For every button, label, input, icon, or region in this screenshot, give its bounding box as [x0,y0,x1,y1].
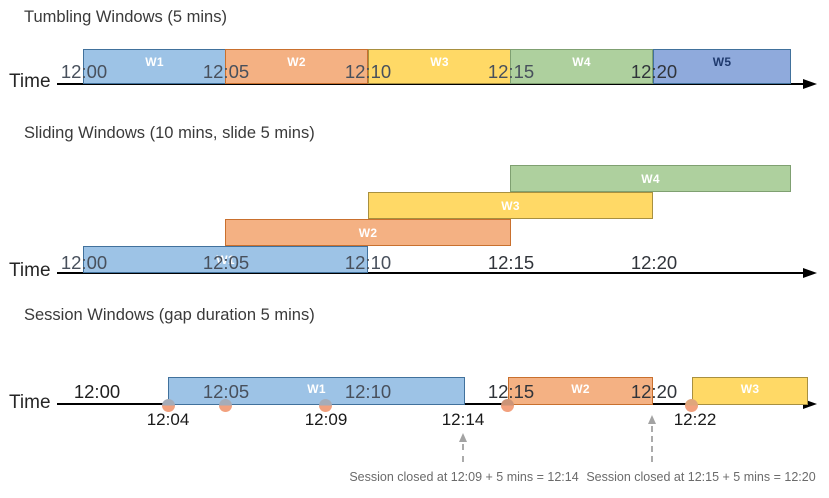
dashed-connector [462,444,464,462]
sliding-window-w1: W1 [83,246,368,273]
session-section-title: Session Windows (gap duration 5 mins) [24,306,315,324]
tick-label: 12:00 [60,61,108,82]
tick-label: 12:20 [630,381,678,402]
tick-label: 12:05 [202,252,250,273]
tumbling-window-w2: W2 [225,49,368,84]
window-label: W3 [501,198,520,213]
window-label: W1 [216,252,235,267]
window-label: W5 [712,55,732,69]
tumbling-window-w1: W1 [83,49,226,84]
event-dot-12-22 [685,399,698,412]
sliding-window-w4: W4 [510,165,791,192]
tick-label: 12:15 [487,61,535,82]
event-dot-12-04 [162,399,175,412]
event-time-label: 12:09 [304,410,348,429]
window-label: W3 [740,382,760,396]
event-dot-12-09 [319,399,332,412]
up-arrow-icon [648,415,656,424]
sliding-timeline [57,272,806,274]
tick-label: 12:00 [60,252,108,273]
event-dot-12-05 [219,399,232,412]
tumbling-timeline-arrow-icon [803,79,817,89]
tumbling-window-w5: W5 [653,49,791,84]
tumbling-window-w3: W3 [368,49,511,84]
event-time-label: 12:14 [441,410,485,429]
sliding-window-w3: W3 [368,192,653,219]
tick-label: 12:05 [202,61,250,82]
window-label: W3 [430,55,449,69]
tick-label: 12:20 [630,252,678,273]
sliding-section-title: Sliding Windows (10 mins, slide 5 mins) [24,124,315,142]
dashed-connector [651,426,653,462]
tick-label: 12:15 [487,381,535,402]
sliding-time-axis-label: Time [9,260,51,281]
session-closed-annotation-1: Session closed at 12:09 + 5 mins = 12:14 [349,470,579,484]
event-time-label: 12:22 [673,410,717,429]
tumbling-window-w4: W4 [510,49,653,84]
window-label: W1 [307,382,326,396]
window-label: W1 [145,55,164,69]
sliding-window-w2: W2 [225,219,511,246]
window-label: W2 [571,382,590,396]
session-window-w2: W2 [508,377,653,405]
sliding-timeline-arrow-icon [803,268,817,278]
window-label: W4 [572,55,591,69]
window-label: W2 [287,55,306,69]
tick-label: 12:10 [344,252,392,273]
tick-label: 12:15 [487,252,535,273]
tick-label: 12:00 [73,381,121,402]
tick-label: 12:05 [202,381,250,402]
window-label: W2 [358,225,378,240]
tick-label: 12:10 [344,381,392,402]
session-window-w1: W1 [168,377,465,405]
session-timeline-arrow-icon [803,399,817,409]
session-window-w3: W3 [692,377,808,405]
session-closed-annotation-2: Session closed at 12:15 + 5 mins = 12:20 [586,470,816,484]
event-dot-12-15 [501,399,514,412]
tumbling-section-title: Tumbling Windows (5 mins) [24,8,227,26]
tumbling-timeline [57,83,806,85]
tick-label: 12:10 [344,61,392,82]
window-label: W4 [641,171,660,186]
session-time-axis-label: Time [9,392,51,413]
event-time-label: 12:04 [146,410,190,429]
tumbling-time-axis-label: Time [9,71,51,92]
up-arrow-icon [459,433,467,442]
tick-label: 12:20 [630,61,678,82]
